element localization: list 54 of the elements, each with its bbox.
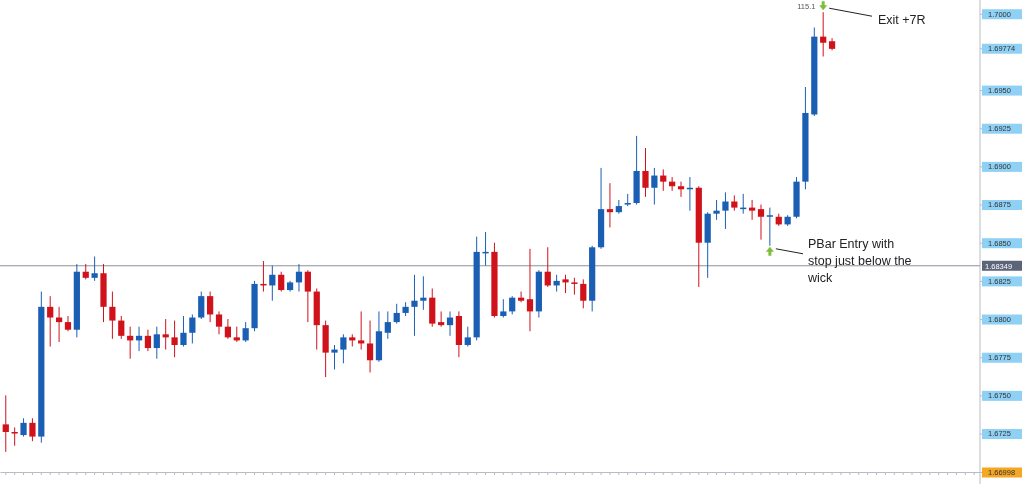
candlestick	[411, 274, 418, 337]
candlestick	[64, 315, 72, 332]
candlestick	[269, 265, 276, 302]
candlestick	[295, 263, 303, 293]
candlestick	[660, 168, 667, 192]
candlestick	[366, 320, 374, 373]
candlestick	[278, 271, 285, 293]
candlestick	[340, 333, 347, 364]
candlestick	[224, 318, 232, 340]
candlestick	[748, 199, 756, 221]
candlestick	[20, 417, 27, 438]
candlestick	[651, 167, 658, 206]
candlestick	[642, 147, 649, 198]
candlestick	[304, 269, 311, 323]
candlestick	[47, 295, 54, 348]
candlestick	[171, 320, 178, 358]
candlestick	[420, 275, 427, 311]
candlestick	[438, 310, 445, 328]
candlestick	[677, 181, 685, 198]
annotation: PBar Entry with stop just below the wick	[807, 237, 912, 285]
candlestick	[198, 291, 205, 320]
candlestick	[144, 329, 152, 352]
annotation: Exit +7R	[878, 13, 926, 27]
candlestick	[384, 310, 391, 340]
candlestick	[766, 207, 773, 247]
candlestick	[500, 298, 507, 319]
candlestick	[153, 326, 160, 360]
candlestick	[713, 199, 720, 221]
candlestick	[722, 191, 729, 230]
candlestick	[91, 255, 98, 282]
candlestick	[11, 426, 18, 447]
candlestick	[358, 310, 365, 351]
candlestick	[517, 291, 525, 303]
candlestick	[180, 315, 187, 348]
candlestick	[509, 295, 516, 315]
candlestick	[820, 11, 827, 57]
candlestick	[118, 315, 125, 340]
candlestick	[242, 321, 249, 343]
candlestick	[331, 344, 338, 370]
candlestick	[580, 278, 587, 309]
candlestick	[464, 326, 471, 348]
candlestick	[562, 274, 569, 294]
candlestick	[606, 182, 614, 228]
candlestick	[29, 417, 36, 442]
candlestick	[526, 248, 534, 332]
candlestick	[207, 291, 214, 323]
candlestick	[189, 313, 196, 344]
candlestick	[393, 303, 400, 325]
candlestick	[109, 291, 116, 340]
candlestick	[162, 318, 169, 351]
candlestick	[215, 310, 223, 335]
candlestick	[757, 204, 765, 241]
candlestick	[2, 394, 9, 453]
candlestick	[544, 246, 551, 288]
